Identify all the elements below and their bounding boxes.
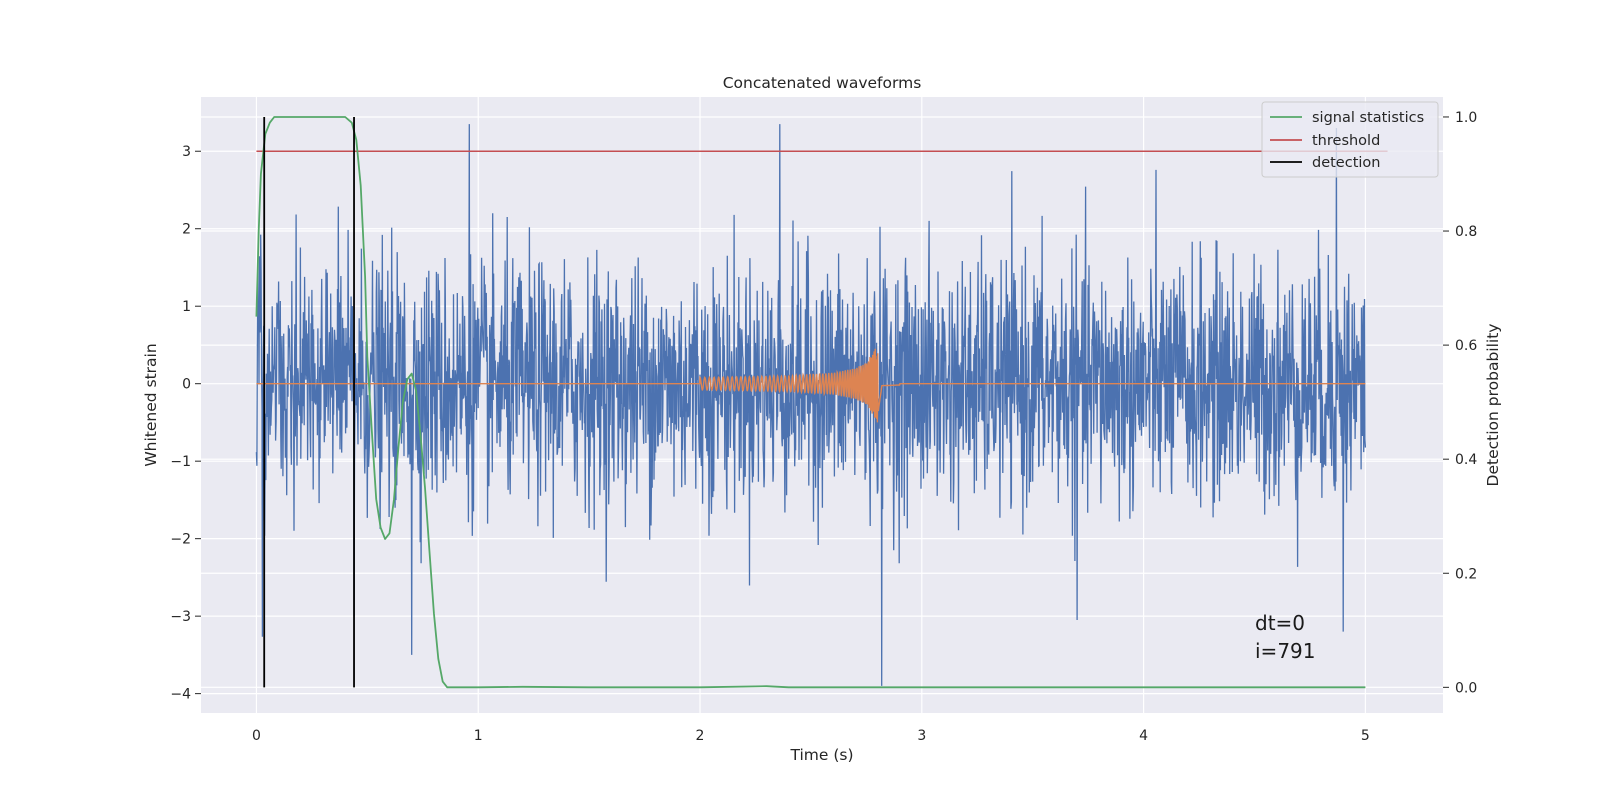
legend-label-detection: detection (1312, 155, 1380, 171)
legend-label-threshold: threshold (1312, 133, 1380, 149)
annotation-dt: dt=0 (1255, 611, 1305, 635)
y-tick-label: 1 (182, 299, 191, 315)
chart-title: Concatenated waveforms (723, 74, 922, 92)
y2-tick-label: 0.6 (1455, 338, 1477, 354)
template-series (256, 348, 1366, 423)
y-tick-label: −2 (170, 532, 191, 548)
signal-statistics-line (255, 116, 1366, 689)
y-tick-label: −4 (170, 687, 191, 703)
x-tick-label: 2 (696, 728, 705, 744)
y-tick-label: −3 (170, 609, 191, 625)
y-tick-label: −1 (170, 454, 191, 470)
y2-tick-label: 0.2 (1455, 566, 1477, 582)
y-tick-label: 2 (182, 222, 191, 238)
y-axis-ticks: −4 −3 −2 −1 0 1 2 3 (170, 144, 201, 703)
y2-tick-label: 1.0 (1455, 110, 1477, 126)
y2-tick-label: 0.0 (1455, 680, 1477, 696)
detection-series (263, 116, 355, 688)
legend: signal statistics threshold detection (1261, 101, 1439, 178)
y-tick-label: 3 (182, 144, 191, 160)
x-tick-label: 3 (917, 728, 926, 744)
signal-statistics-series (255, 116, 1366, 689)
strain-line (255, 124, 1367, 686)
strain-series (255, 124, 1367, 686)
y-axis-label: Whitened strain (142, 343, 160, 466)
y2-axis-label: Detection probability (1484, 324, 1502, 487)
y2-tick-label: 0.4 (1455, 452, 1477, 468)
template-line (256, 348, 1366, 423)
x-tick-label: 5 (1361, 728, 1370, 744)
y2-tick-label: 0.8 (1455, 224, 1477, 240)
y-tick-label: 0 (182, 377, 191, 393)
legend-label-signal-statistics: signal statistics (1312, 110, 1424, 126)
annotation-index: i=791 (1255, 639, 1316, 663)
x-tick-label: 0 (252, 728, 261, 744)
x-tick-label: 4 (1139, 728, 1148, 744)
legend-box (1261, 101, 1439, 178)
x-tick-label: 1 (474, 728, 483, 744)
x-axis-ticks: 0 1 2 3 4 5 (252, 728, 1370, 744)
x-axis-label: Time (s) (789, 746, 853, 764)
y2-axis-ticks: 0.0 0.2 0.4 0.6 0.8 1.0 (1443, 110, 1477, 696)
